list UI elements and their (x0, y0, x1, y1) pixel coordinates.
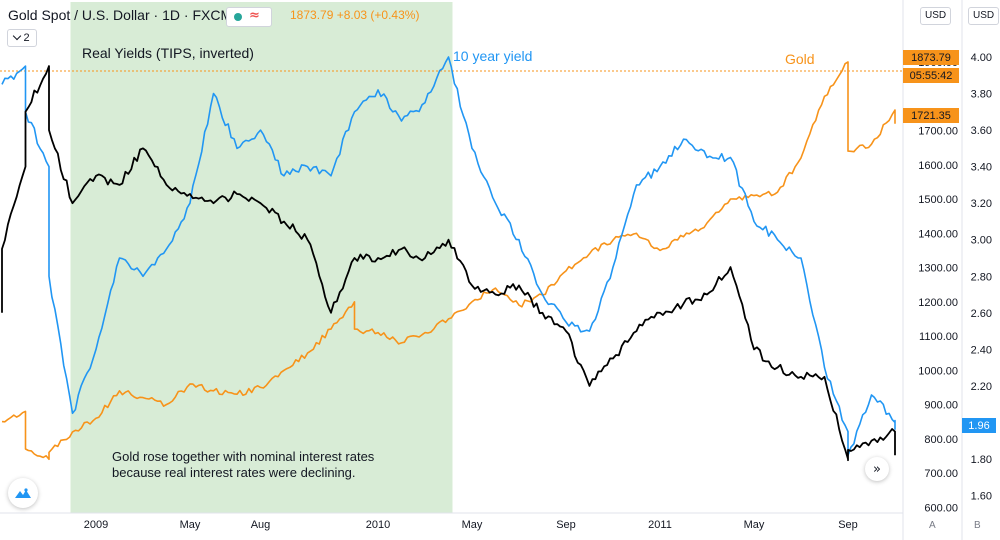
note-line-2: because real interest rates were declini… (112, 465, 356, 480)
indicator-count: 2 (23, 32, 30, 44)
gold-secondary-tag: 1721.35 (911, 110, 951, 122)
time-axis[interactable]: 2009 May Aug 2010 May Sep 2011 May Sep (84, 519, 858, 531)
yield-axis-tick: 4.00 (971, 52, 992, 64)
time-axis-tick: 2009 (84, 519, 108, 531)
yield-axis-tick: 1.60 (971, 491, 992, 503)
symbol-sep: · (153, 7, 163, 23)
price-quote: 1873.79 +8.03 (+0.43%) (290, 8, 420, 22)
real-yields-line (1, 65, 896, 462)
scroll-to-realtime-button[interactable]: » (865, 457, 889, 481)
log-scale-toggle[interactable]: B (974, 520, 981, 531)
gold-axis-tick: 700.00 (924, 468, 958, 480)
yield-axis-tick: 3.00 (971, 235, 992, 247)
symbol-name: Gold Spot / U.S. Dollar (8, 7, 150, 23)
gold-axis-tick: 900.00 (924, 400, 958, 412)
time-axis-tick: May (180, 519, 201, 531)
time-axis-tick: 2011 (648, 519, 672, 531)
gold-axis-tick: 1300.00 (918, 263, 958, 275)
gold-axis-tick: 1400.00 (918, 228, 958, 240)
countdown-tag: 05:55:42 (910, 70, 953, 82)
gold-last-tag: 1873.79 (911, 52, 951, 64)
market-status[interactable]: ≈ (226, 7, 272, 27)
collapse-indicators-button[interactable]: 2 (7, 29, 37, 47)
yield-axis-tick: 2.60 (971, 308, 992, 320)
tradingview-logo[interactable] (8, 478, 38, 508)
time-axis-tick: Sep (838, 519, 858, 531)
yield-last-tag: 1.96 (968, 420, 989, 432)
gold-axis-tick: 1600.00 (918, 160, 958, 172)
gold-last-tag-bg (903, 50, 959, 65)
countdown-tag-bg (903, 68, 959, 83)
yield-axis-tick: 2.80 (971, 271, 992, 283)
chevron-down-icon (13, 31, 22, 41)
gold-axis-tick: 600.00 (924, 502, 958, 514)
yield-axis-tick: 1.80 (971, 454, 992, 466)
ten-year-yield-line (1, 56, 896, 457)
grid-layer (0, 0, 963, 540)
delayed-data-icon: ≈ (249, 8, 260, 23)
yield-axis-tick: 3.80 (971, 89, 992, 101)
market-open-icon (234, 13, 242, 21)
time-axis-tick: 2010 (366, 519, 390, 531)
gold-price-axis[interactable]: 1900.001700.001600.001500.001400.001300.… (918, 57, 958, 514)
yield-axis[interactable]: 4.00 3.80 3.60 3.40 3.20 3.00 2.80 2.60 2.40 2.20… (971, 52, 992, 503)
time-axis-tick: May (744, 519, 765, 531)
time-axis-tick: May (462, 519, 483, 531)
gold-axis-tick: 1200.00 (918, 297, 958, 309)
gold-axis-tick: 1500.00 (918, 194, 958, 206)
gold-secondary-tag-bg (903, 108, 959, 123)
auto-scale-toggle[interactable]: A (929, 520, 936, 531)
data-source: FXCM (192, 7, 233, 23)
gold-axis-tick: 1100.00 (919, 331, 958, 343)
note-line-1: Gold rose together with nominal interest… (112, 449, 375, 464)
gold-line (1, 61, 896, 461)
yield-axis-tick: 3.60 (971, 125, 992, 137)
tradingview-logo-icon (15, 488, 31, 498)
interval: 1D (162, 7, 180, 23)
real-yields-label: Real Yields (TIPS, inverted) (82, 45, 254, 61)
shaded-region (70, 2, 453, 513)
gold-axis-tick: 800.00 (924, 434, 958, 446)
yield-axis-tick: 2.40 (971, 344, 992, 356)
yield-axis-tick: 3.20 (971, 198, 992, 210)
time-axis-tick: Aug (251, 519, 271, 531)
symbol-title[interactable]: Gold Spot / U.S. Dollar · 1D · FXCM (8, 7, 232, 23)
series-layer (1, 56, 896, 462)
gold-axis-tick: 1700.00 (918, 126, 958, 138)
yield-axis-tick: 3.40 (971, 162, 992, 174)
left-axis-currency-button[interactable]: USD (920, 7, 952, 25)
double-chevron-right-icon: » (873, 461, 881, 477)
yield-last-tag-bg (962, 418, 996, 433)
gold-label: Gold (785, 51, 815, 67)
time-axis-tick: Sep (556, 519, 576, 531)
yield-axis-tick: 2.20 (971, 381, 992, 393)
ten-year-label: 10 year yield (453, 48, 532, 64)
gold-axis-tick: 1000.00 (918, 365, 958, 377)
symbol-sep: · (183, 7, 193, 23)
right-axis-currency-button[interactable]: USD (968, 7, 1000, 25)
